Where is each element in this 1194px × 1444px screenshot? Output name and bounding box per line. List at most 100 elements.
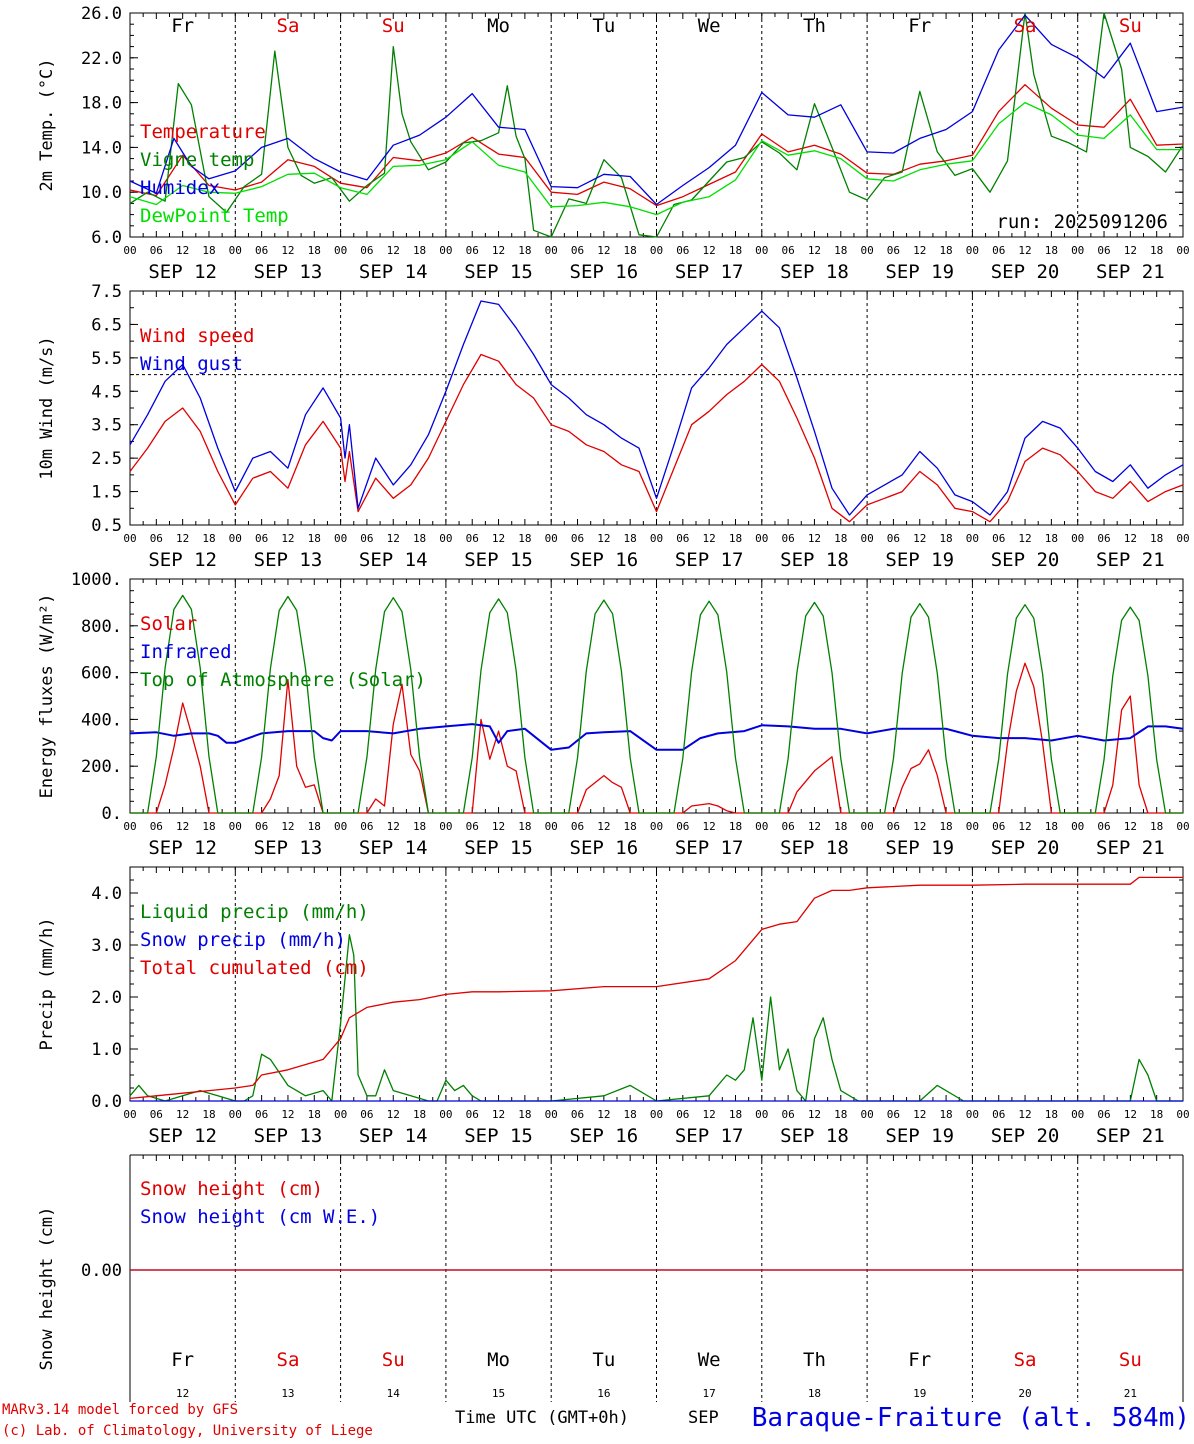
temp-ylabel: 2m Temp. (°C) [37,58,57,191]
precip-hour-label: 18 [1045,1108,1058,1121]
temp-hour-label: 18 [518,244,531,257]
wind-hour-label: 18 [518,532,531,545]
snow-weekday-label: Su [1119,1349,1142,1371]
wind-date-label: SEP 20 [991,549,1060,571]
energy-hour-label: 12 [1124,820,1137,833]
precip-hour-label: 00 [334,1108,347,1121]
temp-weekday-label: Su [1119,15,1142,37]
wind-hour-label: 12 [808,532,821,545]
precip-hour-label: 12 [281,1108,294,1121]
snow-day-number: 12 [176,1387,189,1400]
temp-hour-label: 00 [334,244,347,257]
precip-date-label: SEP 15 [464,1125,533,1147]
energy-hour-label: 12 [913,820,926,833]
wind-hour-label: 18 [1045,532,1058,545]
energy-hour-label: 06 [150,820,163,833]
precip-hour-label: 00 [1071,1108,1084,1121]
energy-hour-label: 18 [1150,820,1163,833]
wind-hour-label: 12 [703,532,716,545]
energy-hour-label: 00 [650,820,663,833]
wind-hour-label: 12 [913,532,926,545]
temp-hour-label: 12 [597,244,610,257]
precip-hour-label: 06 [992,1108,1005,1121]
wind-hour-label: 12 [597,532,610,545]
wind-hour-label: 18 [1150,532,1163,545]
energy-hour-label: 06 [255,820,268,833]
wind-date-label: SEP 18 [780,549,849,571]
energy-ytick-label: 200. [81,757,122,777]
precip-ytick-label: 1.0 [91,1040,122,1060]
wind-date-label: SEP 16 [570,549,639,571]
wind-hour-label: 12 [1124,532,1137,545]
precip-date-label: SEP 17 [675,1125,744,1147]
temp-weekday-label: Sa [1014,15,1037,37]
energy-hour-label: 18 [518,820,531,833]
snow-weekday-label: We [698,1349,721,1371]
precip-hour-label: 06 [782,1108,795,1121]
wind-date-label: SEP 19 [885,549,954,571]
precip-hour-label: 12 [387,1108,400,1121]
temp-series-temperature [129,84,1184,207]
temp-hour-label: 06 [782,244,795,257]
snow-weekday-label: Sa [1014,1349,1037,1371]
precip-date-label: SEP 19 [885,1125,954,1147]
temp-series-vigne-temp [129,12,1184,238]
snow-day-number: 15 [492,1387,505,1400]
temp-weekday-label: Fr [908,15,931,37]
energy-date-label: SEP 16 [570,837,639,859]
wind-ytick-label: 3.5 [91,416,122,436]
energy-hour-label: 06 [676,820,689,833]
temp-weekday-label: Sa [277,15,300,37]
temp-weekday-label: Mo [487,15,510,37]
wind-ytick-label: 6.5 [91,315,122,335]
footer-lab: (c) Lab. of Climatology, University of L… [2,1423,373,1439]
wind-hour-label: 06 [571,532,584,545]
energy-hour-label: 00 [229,820,242,833]
temp-hour-label: 12 [492,244,505,257]
precip-hour-label: 06 [887,1108,900,1121]
energy-hour-label: 06 [1097,820,1110,833]
precip-date-label: SEP 18 [780,1125,849,1147]
wind-hour-label: 12 [492,532,505,545]
energy-hour-label: 18 [413,820,426,833]
energy-hour-label: 00 [1176,820,1189,833]
wind-hour-label: 06 [360,532,373,545]
wind-hour-label: 00 [229,532,242,545]
footer-model: MARv3.14 model forced by GFS [2,1402,238,1418]
temp-hour-label: 06 [1097,244,1110,257]
precip-hour-label: 00 [650,1108,663,1121]
snow-weekday-label: Mo [487,1349,510,1371]
energy-date-label: SEP 13 [254,837,323,859]
temp-hour-label: 06 [360,244,373,257]
temp-legend-entry: Temperature [140,121,266,143]
energy-hour-label: 00 [860,820,873,833]
precip-hour-label: 12 [1018,1108,1031,1121]
energy-hour-label: 06 [360,820,373,833]
precip-date-label: SEP 12 [148,1125,217,1147]
wind-series-wind-speed [129,353,1184,523]
energy-hour-label: 18 [624,820,637,833]
snow-legend-entry: Snow height (cm W.E.) [140,1206,380,1228]
wind-date-label: SEP 15 [464,549,533,571]
snow-day-number: 16 [597,1387,610,1400]
wind-hour-label: 06 [992,532,1005,545]
wind-hour-label: 18 [939,532,952,545]
wind-legend-entry: Wind gust [140,353,243,375]
temp-hour-label: 12 [1124,244,1137,257]
wind-ylabel: 10m Wind (m/s) [37,336,57,479]
temp-hour-label: 00 [229,244,242,257]
precip-hour-label: 00 [1176,1108,1189,1121]
wind-hour-label: 12 [176,532,189,545]
temp-hour-label: 18 [308,244,321,257]
energy-hour-label: 00 [755,820,768,833]
energy-hour-label: 12 [492,820,505,833]
precip-hour-label: 06 [1097,1108,1110,1121]
energy-ytick-label: 800. [81,617,122,637]
energy-hour-label: 18 [939,820,952,833]
temp-date-label: SEP 20 [991,261,1060,283]
precip-hour-label: 18 [834,1108,847,1121]
temp-hour-label: 06 [255,244,268,257]
wind-hour-label: 00 [545,532,558,545]
